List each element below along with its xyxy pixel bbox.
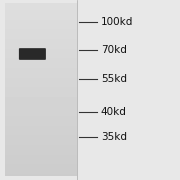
Text: 35kd: 35kd	[101, 132, 127, 142]
Text: 55kd: 55kd	[101, 74, 127, 84]
Text: 70kd: 70kd	[101, 45, 127, 55]
Text: 40kd: 40kd	[101, 107, 127, 117]
Text: 100kd: 100kd	[101, 17, 133, 27]
FancyBboxPatch shape	[19, 48, 46, 60]
